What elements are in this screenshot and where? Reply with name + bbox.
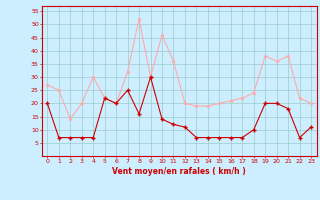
X-axis label: Vent moyen/en rafales ( km/h ): Vent moyen/en rafales ( km/h ) [112, 167, 246, 176]
